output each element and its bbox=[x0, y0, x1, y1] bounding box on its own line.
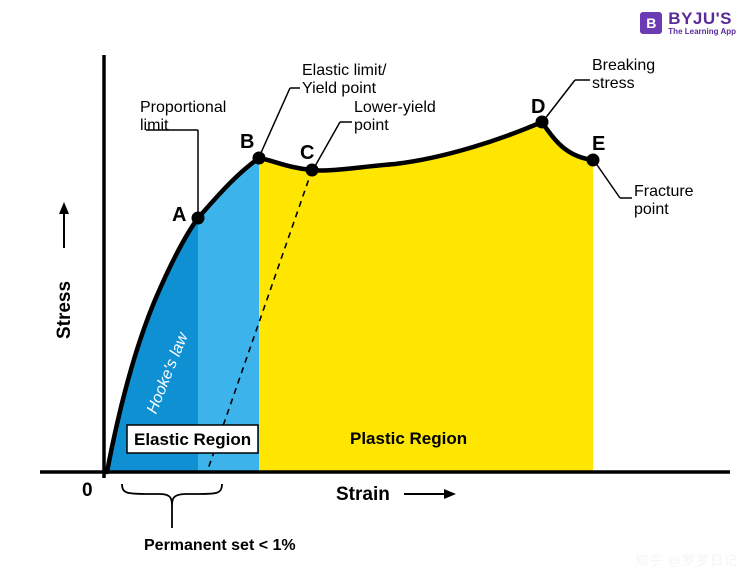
x-axis-label-group: Strain bbox=[336, 484, 456, 505]
lower-yield-l2: point bbox=[354, 117, 389, 134]
label-A: A bbox=[172, 204, 186, 226]
elastic-limit-l2: Yield point bbox=[302, 80, 377, 97]
y-axis-label-group: Stress bbox=[54, 202, 75, 339]
point-C bbox=[306, 164, 319, 177]
fracture-point-l2: point bbox=[634, 201, 669, 218]
label-B: B bbox=[240, 131, 254, 153]
watermark: 知乎 @罗罗日记 bbox=[635, 550, 738, 569]
breaking-stress-l2: stress bbox=[592, 75, 635, 92]
point-B bbox=[253, 152, 266, 165]
plastic-region-box: Plastic Region bbox=[350, 429, 467, 448]
permanent-set-bracket bbox=[122, 484, 222, 528]
breaking-stress-l1: Breaking bbox=[592, 57, 655, 74]
brand-badge-icon: B bbox=[640, 12, 662, 34]
brand-tagline: The Learning App bbox=[668, 27, 736, 36]
elastic-limit-l1: Elastic limit/ bbox=[302, 62, 387, 79]
y-axis-label: Stress bbox=[54, 281, 75, 339]
label-C: C bbox=[300, 142, 314, 164]
elastic-region-box: Elastic Region bbox=[127, 425, 258, 453]
callout-fracture-point: Fracture point bbox=[595, 162, 694, 218]
origin-label: 0 bbox=[82, 480, 93, 501]
label-D: D bbox=[531, 96, 545, 118]
callout-breaking-stress: Breaking stress bbox=[544, 57, 655, 120]
stress-strain-diagram: Elastic Region Plastic Region Hooke's la… bbox=[0, 0, 750, 577]
plastic-region-label: Plastic Region bbox=[350, 429, 467, 448]
label-E: E bbox=[592, 133, 605, 155]
elastic-region-label: Elastic Region bbox=[134, 430, 251, 449]
x-axis-label: Strain bbox=[336, 484, 390, 505]
lower-yield-l1: Lower-yield bbox=[354, 99, 436, 116]
permanent-set-label: Permanent set < 1% bbox=[144, 537, 296, 554]
callout-lower-yield: Lower-yield point bbox=[314, 99, 436, 168]
proportional-limit-l1: Proportional bbox=[140, 99, 226, 116]
proportional-limit-l2: limit bbox=[140, 117, 169, 134]
brand-name: BYJU'S bbox=[668, 10, 736, 27]
brand-logo: B BYJU'S The Learning App bbox=[640, 10, 736, 36]
fracture-point-l1: Fracture bbox=[634, 183, 694, 200]
